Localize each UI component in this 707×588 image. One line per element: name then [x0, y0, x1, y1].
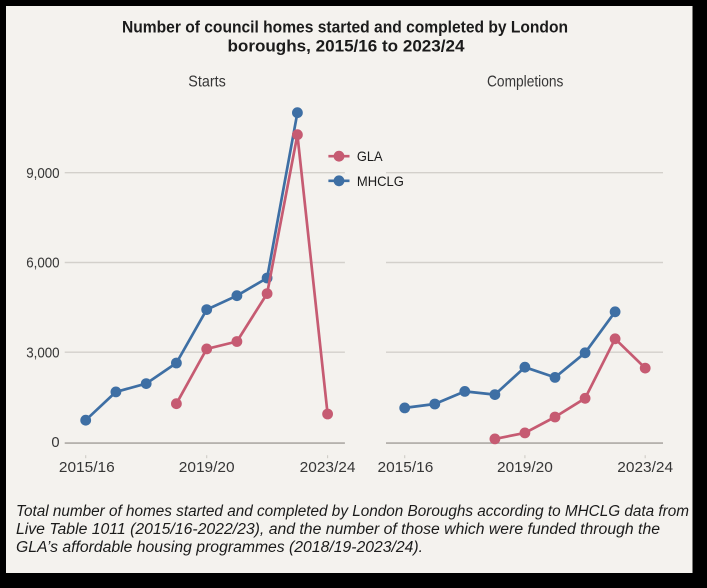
svg-text:Total number of homes started: Total number of homes started and comple…	[16, 503, 689, 520]
svg-text:Starts: Starts	[188, 74, 226, 91]
svg-text:3,000: 3,000	[26, 344, 59, 361]
svg-text:Completions: Completions	[487, 74, 564, 91]
svg-text:2015/16: 2015/16	[378, 459, 434, 476]
svg-text:Number of council homes starte: Number of council homes started and comp…	[122, 19, 568, 37]
svg-text:2015/16: 2015/16	[59, 459, 115, 476]
svg-text:2019/20: 2019/20	[179, 459, 235, 476]
svg-text:9,000: 9,000	[26, 165, 59, 182]
svg-text:GLA’s affordable housing progr: GLA’s affordable housing programmes (201…	[16, 539, 423, 556]
svg-text:boroughs, 2015/16 to 2023/24: boroughs, 2015/16 to 2023/24	[228, 38, 465, 56]
svg-text:0: 0	[51, 434, 59, 451]
svg-text:2023/24: 2023/24	[300, 459, 356, 476]
svg-text:GLA: GLA	[357, 148, 383, 164]
svg-text:MHCLG: MHCLG	[357, 173, 404, 189]
svg-text:6,000: 6,000	[26, 255, 59, 272]
svg-text:Live Table 1011 (2015/16-2022/: Live Table 1011 (2015/16-2022/23), and t…	[16, 521, 660, 538]
svg-text:2023/24: 2023/24	[617, 459, 673, 476]
svg-text:2019/20: 2019/20	[497, 459, 553, 476]
